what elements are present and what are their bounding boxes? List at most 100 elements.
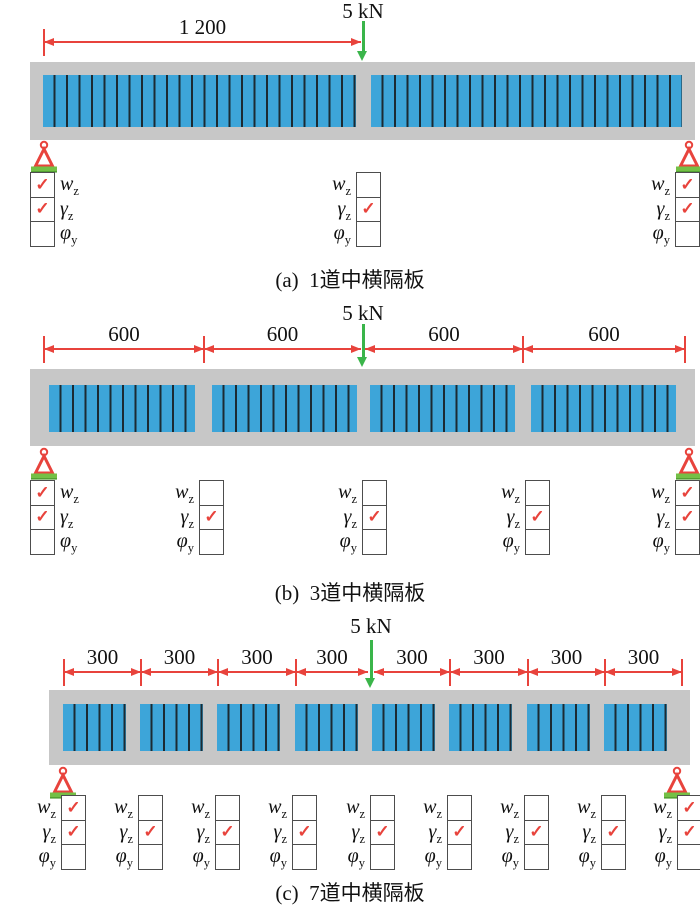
dof-label: φy	[256, 844, 292, 870]
dof-table: wz γz ✓ φy	[179, 795, 240, 870]
panel-caption: (b) 3道中横隔板	[274, 581, 426, 605]
load-arrow-icon	[361, 21, 365, 53]
dof-label: wz	[639, 172, 675, 198]
dimension-arrowhead-right	[208, 668, 218, 676]
dof-symbol: w	[191, 796, 205, 818]
dimension-arrowhead-left	[605, 668, 615, 676]
dof-symbol: φ	[339, 530, 351, 552]
dof-subscript: z	[664, 492, 670, 506]
dimension-extension-tick	[449, 659, 451, 686]
dof-row-φy: φy	[30, 529, 91, 555]
dimension-arrowhead-right	[351, 38, 361, 46]
dof-row-φy: φy	[639, 529, 700, 555]
panel-a: 5 kN 1 200 ✓ wz ✓ γz φy wz γz ✓ φy wz ✓ γz ✓ φy (a) 1…	[0, 0, 700, 296]
dof-label: γz	[55, 197, 91, 223]
dimension-extension-tick	[217, 659, 219, 686]
dimension-line	[44, 348, 204, 350]
dof-label: wz	[641, 795, 677, 821]
dimension-extension-tick	[43, 336, 45, 363]
dof-row-γz: γz ✓	[639, 504, 700, 531]
dof-label: φy	[334, 844, 370, 870]
dof-row-wz: wz	[102, 795, 163, 821]
dim-label: 300	[396, 645, 428, 669]
dof-symbol: w	[500, 796, 514, 818]
dof-label: φy	[489, 529, 525, 555]
girder-web-segment	[372, 704, 435, 751]
checkbox-γz: ✓	[525, 504, 550, 531]
beam	[30, 369, 695, 446]
dimension-arrowhead-left	[450, 668, 460, 676]
dof-table: wz γz ✓ φy	[565, 795, 626, 870]
dof-symbol: γ	[42, 820, 51, 843]
dof-subscript: z	[664, 208, 670, 223]
dof-label: γz	[326, 505, 362, 531]
dof-symbol: φ	[347, 845, 359, 867]
checkbox-γz: ✓	[601, 819, 626, 846]
dof-label: wz	[55, 480, 91, 506]
checkmark-icon: ✓	[66, 822, 81, 841]
dimension-extension-tick	[140, 659, 142, 686]
dimension-line	[204, 348, 361, 350]
checkbox-φy	[524, 844, 549, 870]
dof-table: wz γz ✓ φy	[256, 795, 317, 870]
checkmark-icon: ✓	[375, 822, 390, 841]
dof-subscript: y	[203, 856, 210, 870]
dof-label: γz	[320, 197, 356, 223]
panel-caption: (a) 1道中横隔板	[275, 268, 425, 292]
dof-subscript: z	[50, 807, 56, 821]
dof-row-γz: γz ✓	[488, 819, 549, 846]
dof-label: γz	[488, 820, 524, 846]
dof-symbol: φ	[578, 845, 590, 867]
dof-label: wz	[565, 795, 601, 821]
dof-label: γz	[639, 505, 675, 531]
dof-symbol: w	[114, 796, 128, 818]
dof-table: wz ✓ γz ✓ φy	[639, 172, 700, 247]
girder-web-segment	[140, 704, 203, 751]
dof-label: φy	[320, 221, 356, 247]
dof-subscript: z	[67, 208, 74, 223]
dof-row-γz: γz ✓	[411, 819, 472, 846]
dim-label: 300	[627, 645, 660, 669]
dof-subscript: z	[127, 807, 133, 821]
dim-label: 1 200	[178, 15, 227, 39]
dof-row-γz: γz ✓	[25, 819, 86, 846]
pin-support-right-icon	[676, 447, 700, 480]
checkbox-wz: ✓	[30, 172, 55, 198]
dimension-line	[365, 348, 523, 350]
dimension-arrowhead-right	[595, 668, 605, 676]
dim-label: 600	[108, 322, 140, 346]
dof-row-γz: γz ✓	[179, 819, 240, 846]
dof-label: wz	[179, 795, 215, 821]
dof-row-wz: wz	[488, 795, 549, 821]
dimension-extension-tick	[63, 659, 65, 686]
dof-label: wz	[326, 480, 362, 506]
dimension-arrowhead-left	[365, 345, 375, 353]
dof-label: φy	[639, 221, 675, 247]
dof-subscript: z	[513, 831, 519, 846]
dof-row-γz: ✓ γz	[30, 504, 91, 531]
beam	[49, 690, 690, 765]
dof-label: γz	[25, 820, 61, 846]
dof-label: γz	[641, 820, 677, 846]
beam	[30, 62, 695, 140]
checkbox-γz: ✓	[675, 196, 700, 223]
dof-symbol: γ	[337, 197, 346, 220]
dim-label: 600	[428, 322, 460, 346]
dof-subscript: z	[281, 807, 287, 821]
dof-table: wz ✓ γz ✓ φy	[639, 480, 700, 555]
dof-row-γz: γz ✓	[565, 819, 626, 846]
checkmark-icon: ✓	[143, 822, 158, 841]
dof-label: wz	[639, 480, 675, 506]
dof-subscript: z	[345, 184, 351, 198]
dimension-arrowhead-left	[141, 668, 151, 676]
dof-symbol: γ	[343, 505, 352, 528]
dof-symbol: γ	[196, 820, 205, 843]
girder-web-segment	[604, 704, 667, 751]
dof-table: wz γz ✓ φy	[489, 480, 550, 555]
checkbox-wz	[356, 172, 381, 198]
dimension-arrowhead-left	[44, 38, 54, 46]
dof-subscript: z	[204, 807, 210, 821]
dimension-arrowhead-right	[131, 668, 141, 676]
checkmark-icon: ✓	[35, 507, 50, 526]
